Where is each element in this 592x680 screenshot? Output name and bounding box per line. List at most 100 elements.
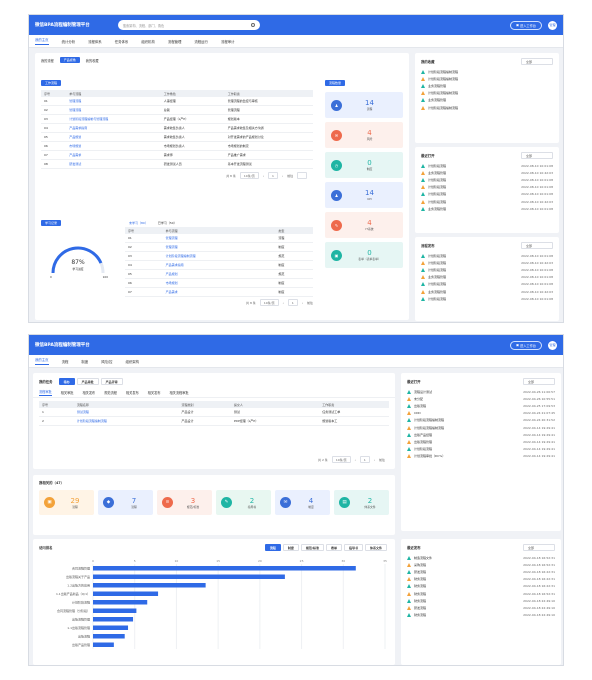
- nav-org[interactable]: 组织机构: [141, 39, 155, 44]
- nav-process-audit[interactable]: 流程审计: [220, 39, 235, 44]
- list-item[interactable]: 业务流程管理 2022-08-10 10:42:03: [415, 288, 559, 295]
- task-cell-1[interactable]: 测试流程: [73, 408, 179, 417]
- list-item[interactable]: 计划阶段流程 2022-08-10 10:01:08: [415, 281, 559, 288]
- cell-1[interactable]: 产品需求: [66, 150, 161, 160]
- list-item[interactable]: 流程设计测试 2022-04-26 11:00:57: [401, 388, 561, 395]
- nav-task-system[interactable]: 任务体系: [114, 39, 129, 44]
- nav2-org[interactable]: 组织架构: [125, 359, 140, 364]
- list-item[interactable]: 业务流程管理 2022-08-10 10:01:08: [415, 205, 559, 212]
- access-pill-1[interactable]: 制度: [282, 544, 299, 551]
- pill-todo[interactable]: 待办: [58, 378, 75, 385]
- task-page-size[interactable]: 10条/页: [331, 456, 351, 463]
- favorites-filter[interactable]: 全部: [521, 58, 553, 65]
- list-item[interactable]: 财务流程 2022-04-18 22:49:10: [401, 612, 561, 619]
- list-item[interactable]: 计划阶段流程编制流程 2022-04-24 20:31:52: [401, 417, 561, 424]
- stat-card[interactable]: ◷ 0 制度: [325, 152, 403, 178]
- task-tab-4[interactable]: 相关发布: [126, 391, 139, 395]
- page-size-select[interactable]: 10条/页: [239, 172, 259, 179]
- search-input[interactable]: 搜索架构、流程、部门、角色: [117, 20, 260, 30]
- stat-card[interactable]: ✎ 4 IT系统: [325, 212, 403, 238]
- list-item[interactable]: 计划阶段流程 2022-08-10 10:01:08: [415, 184, 559, 191]
- task-next-button[interactable]: ›: [373, 457, 375, 462]
- bar[interactable]: [93, 583, 206, 588]
- list-item[interactable]: 计划流程审批（DC%） 2022-04-14 19:29:41: [401, 453, 561, 460]
- nav-process-system[interactable]: 流程体系: [88, 39, 102, 44]
- list-item[interactable]: 计划阶段流程 2022-08-10 10:01:08: [415, 162, 559, 169]
- list-item[interactable]: 出版产品经理 2022-04-14 19:29:41: [401, 431, 561, 438]
- list-item[interactable]: 计划阶段流程 2022-08-10 10:42:03: [415, 259, 559, 266]
- prev-page-button[interactable]: ‹: [262, 173, 264, 178]
- list-item[interactable]: 计划阶段流程编制流程: [415, 104, 559, 111]
- bar[interactable]: [93, 566, 356, 571]
- stat-card[interactable]: ♟ 14 流程: [325, 92, 403, 118]
- list-item[interactable]: 研发流程 2022-04-18 16:22:31: [401, 568, 561, 575]
- count-card[interactable]: ✉ 4 制度: [275, 490, 330, 515]
- cell-1[interactable]: 管理流程: [66, 105, 161, 115]
- avatar[interactable]: 管理: [548, 20, 557, 30]
- stat-card[interactable]: ✉ 4 风险: [325, 122, 403, 148]
- list-item[interactable]: 制造流程文件 2022-04-18 16:52:31: [401, 554, 561, 561]
- cell-1[interactable]: 研发测试: [66, 159, 161, 169]
- list-item[interactable]: 计划阶段流程 2022-04-14 19:29:41: [401, 446, 561, 453]
- task-tab-6[interactable]: 相关流程审批: [169, 391, 189, 395]
- list-item[interactable]: 计划阶段流程 2022-08-10 10:01:08: [415, 266, 559, 273]
- task-tab-5[interactable]: 相关发布: [147, 391, 161, 395]
- nav2-home[interactable]: 我的主页: [35, 357, 49, 365]
- recent-filter[interactable]: 全部: [521, 152, 553, 159]
- list-item[interactable]: 业务流程管理: [415, 97, 559, 104]
- access-pill-3[interactable]: 表单: [325, 544, 342, 551]
- access-pill-5[interactable]: 体系文件: [364, 544, 387, 551]
- study-prev-button[interactable]: ‹: [282, 300, 284, 305]
- bar[interactable]: [93, 625, 129, 631]
- list-item[interactable]: 财务流程 2022-04-18 16:22:31: [401, 583, 561, 590]
- list-item[interactable]: 计划阶段流程编制流程 2022-04-14 19:29:41: [401, 424, 561, 431]
- cell-1[interactable]: 计划阶段流程编制与管理流程: [66, 114, 161, 124]
- bar[interactable]: [93, 608, 137, 614]
- task-tab-0[interactable]: 流程审批: [39, 390, 52, 396]
- task-prev-button[interactable]: ‹: [354, 457, 356, 462]
- count-card[interactable]: ≡ 3 规范/标准: [157, 490, 212, 515]
- task-current-page[interactable]: 1: [359, 456, 370, 463]
- list-item[interactable]: CDD 2022-04-24 21:07:45: [401, 410, 561, 417]
- list-item[interactable]: 计划阶段流程编制流程: [415, 75, 559, 82]
- tab-favorites[interactable]: 我的收藏: [85, 58, 99, 63]
- bar[interactable]: [93, 600, 148, 605]
- count-card[interactable]: ▤ 2 体系文件: [334, 490, 389, 515]
- task-tab-2[interactable]: 相关发布: [82, 391, 96, 395]
- pill-product-approval[interactable]: 产品审批: [76, 378, 99, 385]
- count-card[interactable]: ◆ 7 流程: [98, 490, 153, 515]
- list-item[interactable]: 业务流程管理 2022-08-10 10:42:03: [415, 169, 559, 176]
- list-item[interactable]: 计划阶段流程 2022-08-10 10:42:03: [415, 198, 559, 205]
- count-card[interactable]: ▣ 29 流程: [39, 490, 94, 515]
- nav2-risk[interactable]: 风险/控: [101, 359, 113, 364]
- nav2-process[interactable]: 流程: [61, 359, 69, 364]
- tab-product-view[interactable]: 产品视角: [59, 57, 80, 63]
- list-item[interactable]: 出版流程管理 2022-04-14 19:29:41: [401, 438, 561, 445]
- list-item[interactable]: 出版流程 2022-04-25 17:09:53: [401, 402, 561, 409]
- study-cell-1[interactable]: 管理流程: [162, 234, 276, 243]
- cell-1[interactable]: 产品规划: [66, 132, 161, 142]
- nav-process-mgmt[interactable]: 流程管理: [167, 39, 182, 44]
- access-pill-2[interactable]: 规范/标准: [300, 544, 324, 551]
- stat-card[interactable]: ▣ 0 表单（表单表单）: [325, 242, 403, 268]
- list-item[interactable]: 财务流程 2022-04-18 16:52:31: [401, 590, 561, 597]
- cell-1[interactable]: 产品需求指南: [66, 123, 161, 133]
- list-item[interactable]: 计划阶段流程 2022-08-10 10:01:08: [415, 191, 559, 198]
- study-cell-1[interactable]: 市场规划: [162, 278, 276, 288]
- nav2-policy[interactable]: 制度: [81, 359, 89, 364]
- avatar-2[interactable]: 管理: [548, 340, 557, 350]
- study-current-page[interactable]: 1: [287, 299, 298, 306]
- count-card[interactable]: ✎ 2 指导书: [216, 490, 271, 515]
- list-item[interactable]: 计划阶段流程 2022-08-10 10:01:08: [415, 252, 559, 259]
- list-item[interactable]: 财务流程 2022-04-18 22:49:10: [401, 597, 561, 604]
- tab-unlearned[interactable]: 未学习（80）: [129, 221, 148, 225]
- bar[interactable]: [93, 634, 125, 639]
- workbench-button[interactable]: ▣ 进入工作台: [510, 20, 542, 30]
- list-item[interactable]: 采购流程 2022-04-18 16:52:31: [401, 561, 561, 568]
- nav-home[interactable]: 我的主页: [35, 37, 49, 45]
- list-item[interactable]: 财务流程 2022-04-18 16:22:31: [401, 576, 561, 583]
- task-tab-3[interactable]: 规范流程: [104, 391, 117, 395]
- cell-1[interactable]: 管理流程: [66, 97, 161, 106]
- list-item[interactable]: 计划阶段流程编制流程: [415, 90, 559, 97]
- workbench-button-2[interactable]: ▣ 进入工作台: [510, 340, 542, 350]
